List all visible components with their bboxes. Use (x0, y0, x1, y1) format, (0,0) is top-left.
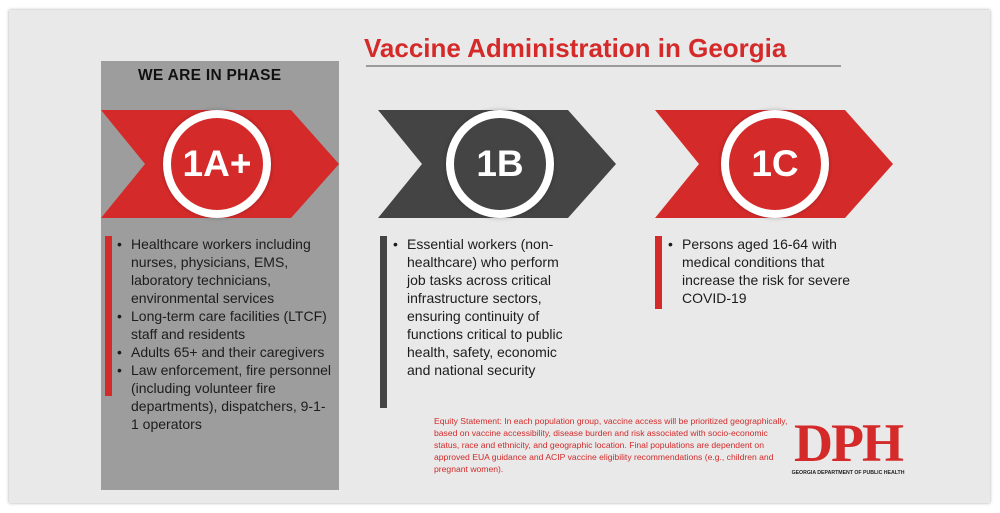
current-phase-label: WE ARE IN PHASE (138, 67, 282, 84)
phase-1b-list: Essential workers (non-healthcare) who p… (393, 235, 578, 379)
dph-logo-letters: DPH (794, 413, 904, 473)
phase-1b-badge-label: 1B (454, 118, 546, 210)
list-item: Law enforcement, fire personnel (includi… (117, 361, 332, 433)
phase-1a-bar (105, 236, 112, 396)
phase-1a-list: Healthcare workers including nurses, phy… (117, 235, 332, 433)
title-underline (366, 65, 841, 67)
dph-logo-subtitle: GEORGIA DEPARTMENT OF PUBLIC HEALTH (791, 470, 905, 476)
equity-statement: Equity Statement: In each population gro… (434, 416, 788, 474)
phase-1b-bar (380, 236, 387, 408)
list-item: Persons aged 16-64 with medical conditio… (668, 235, 858, 307)
dph-logo: DPH GEORGIA DEPARTMENT OF PUBLIC HEALTH (789, 413, 907, 479)
phase-1c-badge: 1C (721, 110, 829, 218)
list-item: Healthcare workers including nurses, phy… (117, 235, 332, 307)
list-item: Essential workers (non-healthcare) who p… (393, 235, 578, 379)
phase-1a-badge: 1A+ (163, 110, 271, 218)
list-item: Long-term care facilities (LTCF) staff a… (117, 307, 332, 343)
phase-1c-bar (655, 236, 662, 309)
phase-1b-badge: 1B (446, 110, 554, 218)
phase-1a-badge-label: 1A+ (171, 118, 263, 210)
phase-1c-badge-label: 1C (729, 118, 821, 210)
phase-1c-list: Persons aged 16-64 with medical conditio… (668, 235, 858, 307)
page-title: Vaccine Administration in Georgia (364, 33, 787, 63)
list-item: Adults 65+ and their caregivers (117, 343, 332, 361)
